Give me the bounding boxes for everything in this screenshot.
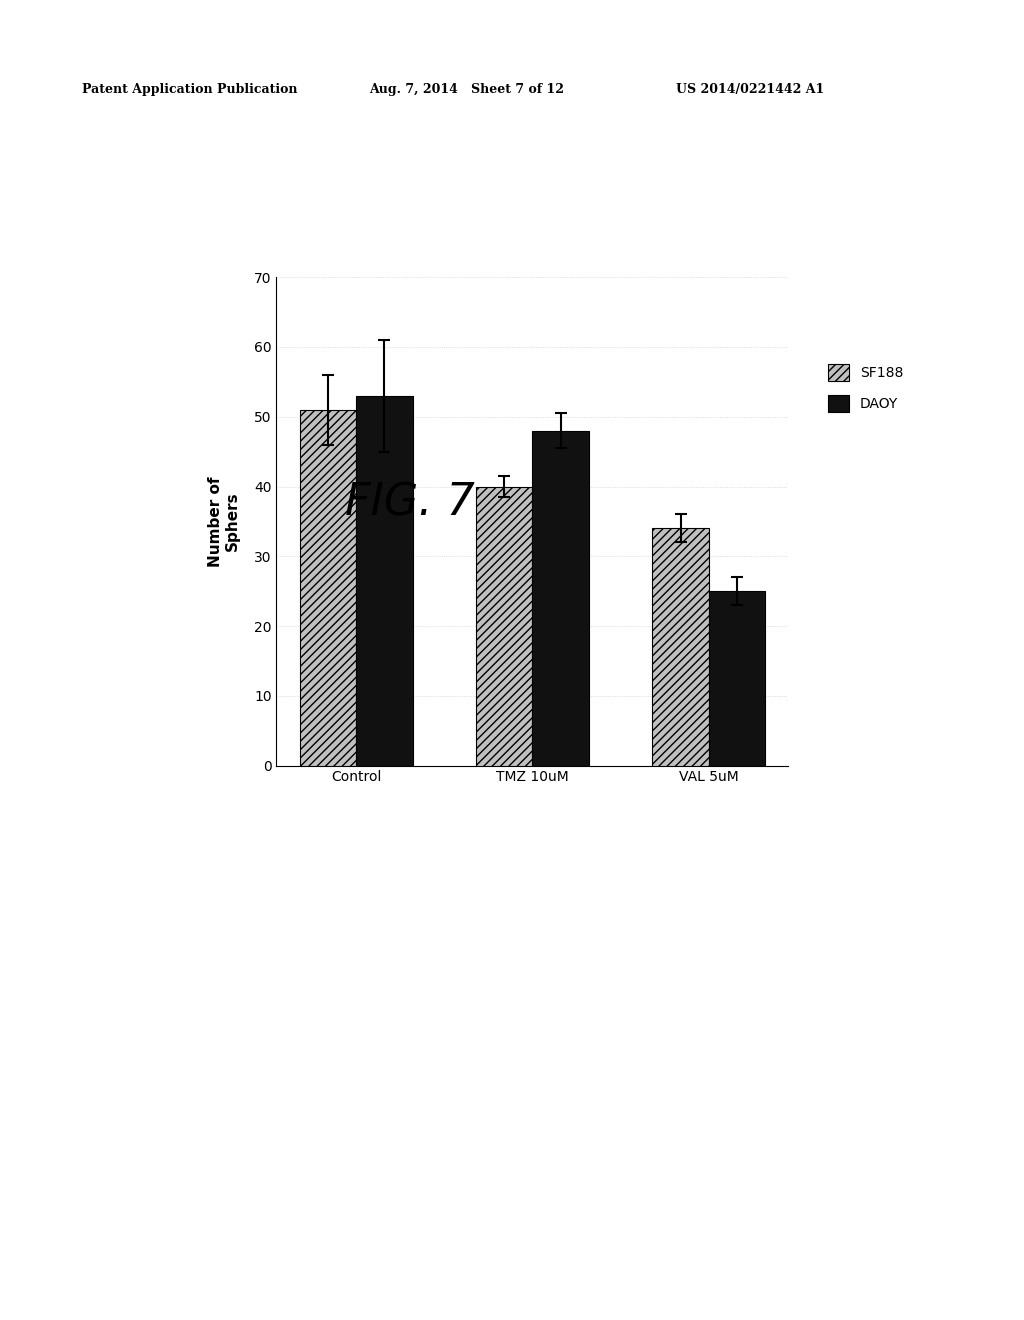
Text: US 2014/0221442 A1: US 2014/0221442 A1: [676, 83, 824, 96]
Bar: [476, 487, 532, 766]
Bar: [356, 396, 413, 766]
Legend: SF188, DAOY: SF188, DAOY: [821, 358, 910, 418]
Text: Patent Application Publication: Patent Application Publication: [82, 83, 297, 96]
Y-axis label: Number of
Sphers: Number of Sphers: [208, 477, 240, 566]
Bar: [532, 430, 589, 766]
Bar: [300, 409, 356, 766]
Bar: [709, 591, 765, 766]
Text: FIG. 7: FIG. 7: [345, 482, 474, 525]
Text: Aug. 7, 2014   Sheet 7 of 12: Aug. 7, 2014 Sheet 7 of 12: [369, 83, 563, 96]
Bar: [652, 528, 709, 766]
